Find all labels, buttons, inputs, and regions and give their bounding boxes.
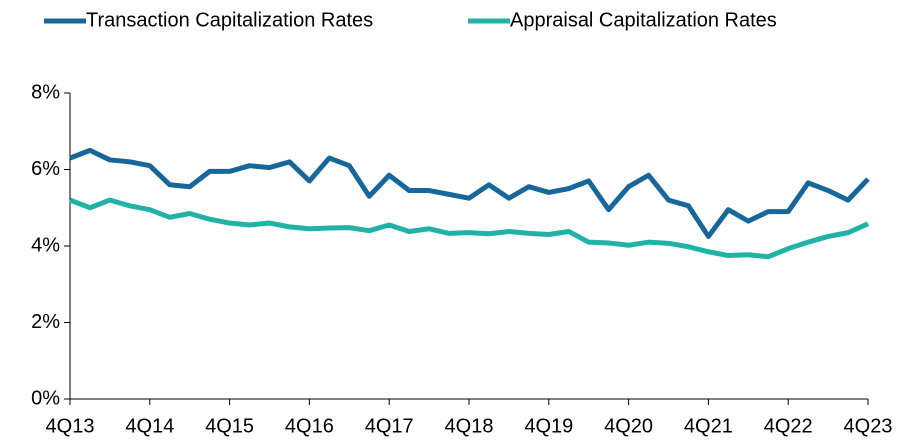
y-tick-label: 4% <box>31 234 60 256</box>
y-tick-label: 0% <box>31 387 60 409</box>
series-line <box>69 197 870 260</box>
x-tick-label: 4Q13 <box>46 415 95 437</box>
x-tick-label: 4Q16 <box>285 415 334 437</box>
x-tick-label: 4Q15 <box>205 415 254 437</box>
x-tick-label: 4Q22 <box>764 415 813 437</box>
x-tick-label: 4Q17 <box>365 415 414 437</box>
y-tick-label: 2% <box>31 311 60 333</box>
x-tick-label: 4Q14 <box>125 415 174 437</box>
legend-label: Appraisal Capitalization Rates <box>510 9 777 31</box>
x-tick-label: 4Q18 <box>445 415 494 437</box>
x-tick-label: 4Q19 <box>524 415 573 437</box>
legend-label: Transaction Capitalization Rates <box>86 9 373 31</box>
series-line <box>69 147 870 239</box>
x-tick-label: 4Q20 <box>604 415 653 437</box>
y-tick-label: 6% <box>31 158 60 180</box>
y-tick-label: 8% <box>31 81 60 103</box>
x-tick-label: 4Q21 <box>684 415 733 437</box>
x-tick-label: 4Q23 <box>844 415 893 437</box>
